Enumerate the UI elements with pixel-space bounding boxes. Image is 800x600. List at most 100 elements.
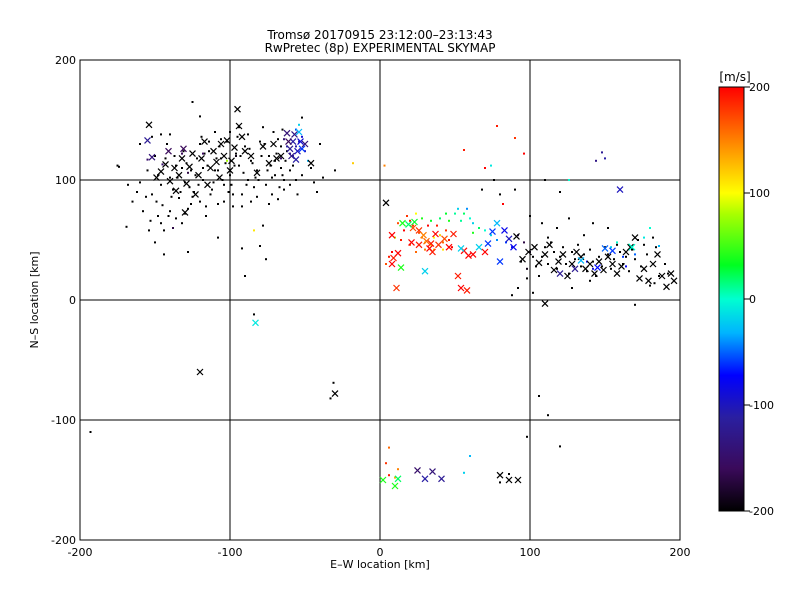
data-point-cross	[465, 252, 472, 260]
data-point-cross	[568, 260, 576, 268]
data-point-cross	[658, 272, 666, 280]
data-point-cross	[475, 243, 483, 251]
data-point-dot	[313, 181, 315, 184]
data-point-cross	[265, 159, 273, 167]
data-point-dot	[607, 227, 609, 229]
data-point-dot	[262, 224, 264, 227]
data-point-dot	[271, 176, 273, 179]
data-point-cross	[595, 258, 603, 266]
data-point-dot	[451, 246, 453, 249]
data-point-dot	[194, 174, 197, 177]
data-point-dot	[208, 150, 210, 153]
data-point-dot	[268, 155, 270, 157]
data-point-cross	[628, 243, 636, 251]
y-tick-label: 200	[55, 54, 76, 67]
data-point-dot	[229, 174, 231, 177]
data-point-dot	[556, 267, 558, 270]
data-point-cross	[555, 258, 562, 266]
data-point-dot	[571, 287, 573, 289]
data-point-cross	[226, 166, 234, 174]
data-point-dot	[616, 243, 618, 246]
data-point-dot	[223, 200, 225, 203]
data-point-dot	[275, 152, 278, 155]
data-point-dot	[466, 207, 468, 210]
data-point-cross	[231, 144, 238, 152]
data-point-dot	[460, 219, 462, 222]
data-point-cross	[216, 174, 223, 182]
data-point-cross	[298, 145, 306, 153]
data-point-dot	[463, 212, 465, 215]
data-point-dot	[403, 229, 405, 232]
data-point-dot	[574, 258, 576, 261]
data-point-cross	[514, 476, 522, 484]
data-point-dot	[139, 181, 141, 184]
chart-title: Tromsø 20170915 23:12:00–23:13:43	[266, 28, 492, 42]
data-point-dot	[197, 183, 200, 186]
data-point-cross	[670, 277, 678, 285]
data-point-dot	[457, 207, 459, 210]
data-point-dot	[181, 222, 183, 225]
data-point-dot	[556, 227, 558, 229]
data-point-cross	[613, 270, 621, 278]
data-point-dot	[283, 188, 285, 191]
data-point-dot	[292, 155, 294, 157]
x-axis-label: E–W location [km]	[330, 558, 430, 571]
data-point-dot	[625, 265, 627, 268]
data-point-dot	[544, 246, 546, 249]
data-point-dot	[496, 125, 498, 127]
data-point-cross	[178, 154, 186, 162]
data-point-dot	[193, 191, 195, 193]
data-point-dot	[203, 152, 206, 155]
data-point-dot	[292, 164, 294, 167]
data-point-cross	[489, 228, 496, 236]
data-point-dot	[280, 145, 282, 148]
data-point-cross	[210, 147, 217, 155]
data-point-dot	[601, 151, 603, 154]
data-point-dot	[241, 193, 243, 196]
data-point-cross	[435, 241, 442, 249]
data-point-dot	[529, 215, 531, 217]
data-point-dot	[565, 263, 567, 265]
data-point-dot	[199, 143, 201, 145]
data-point-dot	[589, 279, 591, 282]
data-point-dot	[415, 212, 417, 215]
data-point-dot	[262, 126, 264, 129]
data-point-dot	[625, 255, 627, 258]
data-point-dot	[592, 267, 594, 270]
data-point-dot	[163, 253, 165, 256]
data-point-dot	[259, 140, 261, 143]
data-point-dot	[484, 167, 486, 169]
data-point-cross	[409, 224, 417, 232]
data-point-cross	[189, 150, 196, 158]
data-point-cross	[144, 136, 151, 144]
data-point-cross	[450, 230, 457, 238]
data-point-dot	[634, 303, 636, 306]
data-point-cross	[288, 152, 295, 160]
data-point-dot	[250, 159, 252, 162]
data-point-dot	[250, 200, 252, 203]
data-point-dot	[149, 219, 152, 222]
data-point-dot	[391, 251, 393, 253]
data-point-dot	[233, 164, 236, 167]
data-point-dot	[131, 200, 134, 203]
data-point-dot	[520, 260, 522, 263]
data-point-dot	[154, 155, 156, 157]
data-point-cross	[217, 140, 225, 148]
data-point-dot	[172, 227, 174, 229]
data-point-cross	[411, 218, 418, 226]
data-point-dot	[514, 137, 516, 139]
data-point-cross	[445, 243, 453, 251]
data-point-dot	[200, 135, 203, 138]
data-point-dot	[157, 174, 159, 177]
data-point-dot	[653, 282, 656, 285]
data-point-dot	[601, 265, 603, 268]
data-point-cross	[391, 482, 399, 490]
data-point-cross	[331, 390, 339, 398]
data-point-dot	[616, 241, 618, 244]
data-point-dot	[260, 155, 263, 157]
data-point-cross	[586, 260, 594, 268]
data-point-cross	[379, 476, 387, 484]
data-point-dot	[400, 239, 402, 241]
data-point-dot	[241, 205, 243, 208]
data-point-cross	[427, 240, 435, 248]
